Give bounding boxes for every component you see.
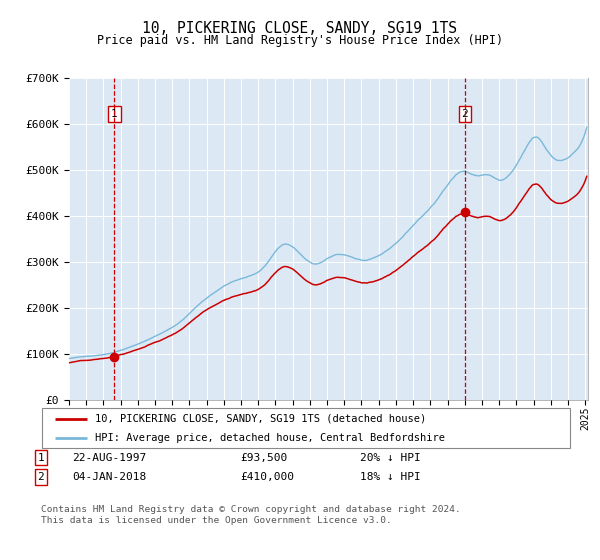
Text: £93,500: £93,500	[240, 452, 287, 463]
Text: Contains HM Land Registry data © Crown copyright and database right 2024.
This d: Contains HM Land Registry data © Crown c…	[41, 505, 461, 525]
Text: Price paid vs. HM Land Registry's House Price Index (HPI): Price paid vs. HM Land Registry's House …	[97, 34, 503, 47]
Text: 1: 1	[37, 452, 44, 463]
Text: 10, PICKERING CLOSE, SANDY, SG19 1TS: 10, PICKERING CLOSE, SANDY, SG19 1TS	[143, 21, 458, 36]
Text: 2: 2	[461, 109, 468, 119]
Text: 20% ↓ HPI: 20% ↓ HPI	[360, 452, 421, 463]
Text: 04-JAN-2018: 04-JAN-2018	[72, 472, 146, 482]
Text: £410,000: £410,000	[240, 472, 294, 482]
Text: 18% ↓ HPI: 18% ↓ HPI	[360, 472, 421, 482]
Text: 1: 1	[111, 109, 118, 119]
Text: 22-AUG-1997: 22-AUG-1997	[72, 452, 146, 463]
Text: HPI: Average price, detached house, Central Bedfordshire: HPI: Average price, detached house, Cent…	[95, 433, 445, 443]
Text: 2: 2	[37, 472, 44, 482]
Text: 10, PICKERING CLOSE, SANDY, SG19 1TS (detached house): 10, PICKERING CLOSE, SANDY, SG19 1TS (de…	[95, 414, 426, 423]
FancyBboxPatch shape	[42, 408, 570, 448]
